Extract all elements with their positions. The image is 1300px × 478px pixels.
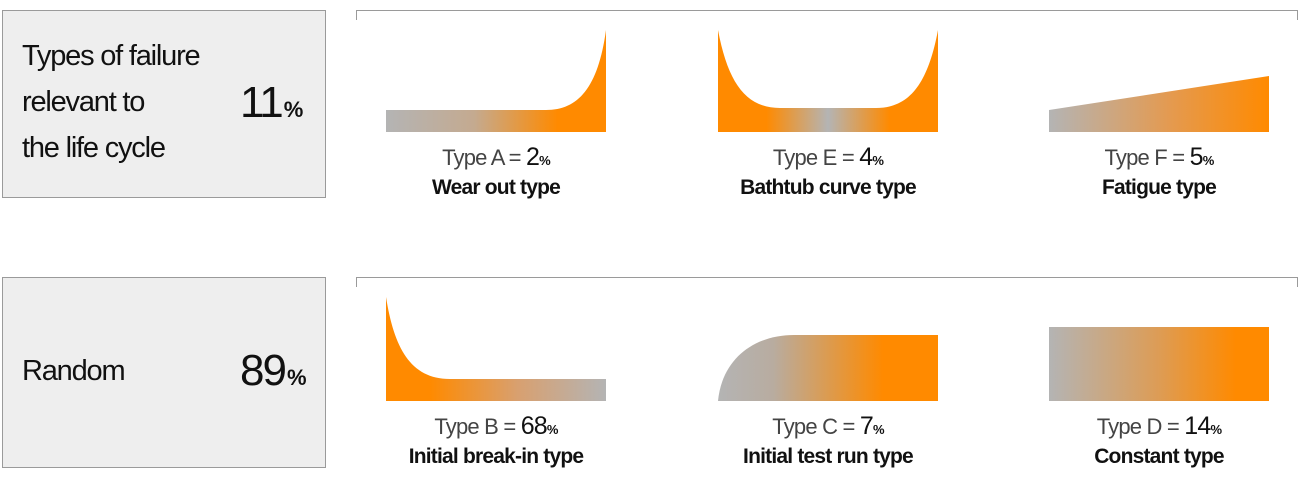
type-e-label: Type E = (772, 145, 855, 170)
type-d-equation: Type D = 14% (1029, 412, 1289, 441)
life-cycle-bracket (356, 10, 1298, 20)
type-e-unit: % (872, 153, 884, 168)
type-b-value: 68 (520, 412, 548, 440)
type-f-name: Fatigue type (1101, 176, 1217, 199)
bathtub-curve (718, 30, 938, 132)
type-d-label: Type D = (1096, 414, 1180, 439)
type-c-equation: Type C = 7% (698, 412, 958, 441)
break-in-curve (386, 297, 606, 401)
type-d-name: Constant type (1094, 445, 1224, 468)
test-run-curve (718, 335, 938, 401)
wear-out-curve (386, 30, 606, 132)
type-c-value: 7 (859, 412, 874, 440)
random-percent-value: 89 (240, 346, 287, 395)
type-a-unit: % (539, 153, 551, 168)
type-a-equation: Type A = 2% (366, 143, 626, 172)
group-label-line-1: Types of failure (22, 40, 201, 72)
type-c-name: Initial test run type (743, 445, 914, 468)
type-f-equation: Type F = 5% (1029, 143, 1289, 172)
random-bracket (356, 277, 1298, 287)
group-label-line-2: relevant to (22, 86, 145, 118)
group-percent-unit: % (283, 97, 304, 122)
type-b-equation: Type B = 68% (366, 412, 626, 441)
type-a-label: Type A = (442, 145, 521, 170)
random-percent: 89% (240, 346, 1284, 396)
fatigue-curve (1049, 76, 1269, 132)
type-d-value: 14 (1184, 412, 1211, 440)
type-a-name: Wear out type (431, 176, 561, 199)
type-c-unit: % (872, 422, 885, 437)
type-c-label: Type C = (772, 414, 855, 439)
type-b-unit: % (546, 422, 559, 437)
type-f-value: 5 (1189, 143, 1204, 171)
life-cycle-group-box (2, 10, 326, 198)
type-e-value: 4 (859, 143, 873, 171)
type-b-label: Type B = (434, 414, 516, 439)
group-percent: 11% (240, 78, 1284, 128)
group-label-line-3: the life cycle (22, 132, 166, 164)
type-a-value: 2 (526, 143, 540, 171)
type-d-unit: % (1210, 422, 1223, 437)
type-b-name: Initial break-in type (408, 445, 584, 468)
type-e-equation: Type E = 4% (698, 143, 958, 172)
random-percent-unit: % (286, 365, 307, 390)
random-group-box (2, 277, 326, 468)
constant-curve (1049, 327, 1269, 401)
random-label: Random (22, 355, 126, 387)
type-f-label: Type F = (1104, 145, 1186, 170)
type-e-name: Bathtub curve type (740, 176, 917, 199)
group-percent-value: 11 (240, 78, 284, 127)
type-f-unit: % (1202, 153, 1215, 168)
